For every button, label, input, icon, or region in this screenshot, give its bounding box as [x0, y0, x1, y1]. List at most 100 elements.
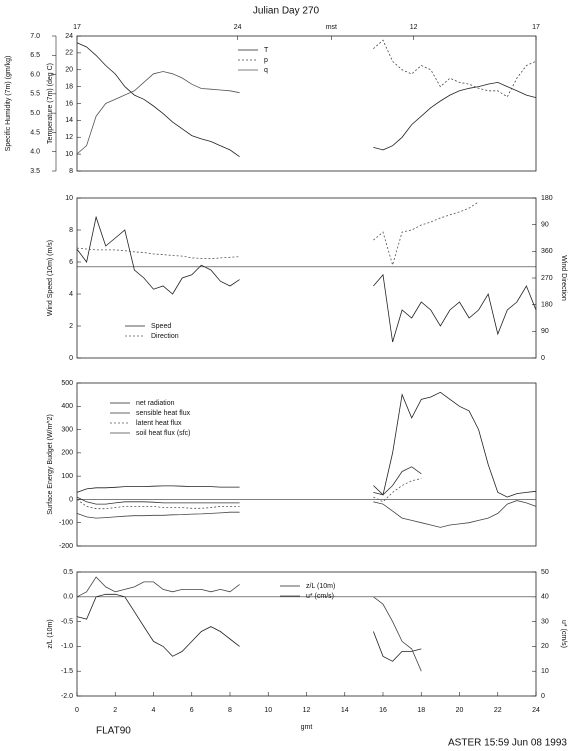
y2-tick-label: 40 — [541, 594, 549, 601]
y2-tick-label: 50 — [541, 569, 549, 576]
y2-tick-label: 3.5 — [30, 168, 40, 175]
y2-tick-label: 0 — [541, 355, 545, 362]
x-axis-label: gmt — [301, 724, 313, 731]
y-tick-label: 100 — [61, 473, 73, 480]
y-tick-label: 20 — [65, 67, 73, 74]
x-tick-label: 10 — [264, 707, 272, 714]
legend-label: T — [264, 47, 269, 54]
y-tick-label: -200 — [59, 543, 73, 550]
y2-tick-label: 5.5 — [30, 91, 40, 98]
legend-label: z/L (10m) — [306, 583, 335, 590]
series-line — [76, 478, 422, 510]
y-tick-label: -2.0 — [61, 693, 73, 700]
legend-label: Speed — [151, 323, 171, 330]
plot-frame — [76, 571, 537, 697]
series-line — [76, 500, 537, 528]
y2-axis-label: u* (cm/s) — [560, 620, 567, 648]
y-tick-label: 12 — [65, 134, 73, 141]
series-line — [76, 201, 479, 267]
legend-label: q — [264, 67, 268, 74]
legend-label: soil heat flux (sfc) — [136, 430, 190, 437]
y-tick-label: 500 — [61, 380, 73, 387]
x-tick-label: 22 — [494, 707, 502, 714]
x-tick-label: 14 — [341, 707, 349, 714]
chart-title: Julian Day 270 — [253, 6, 320, 17]
y-tick-label: -1.5 — [61, 668, 73, 675]
y2-tick-label: 6.5 — [30, 52, 40, 59]
y-tick-label: 22 — [65, 50, 73, 57]
footer-right: ASTER 15:59 Jun 08 1993 — [448, 738, 567, 749]
series-line — [76, 215, 537, 343]
y2-tick-label: 180 — [541, 302, 553, 309]
y2-tick-label: 4.0 — [30, 149, 40, 156]
series-line — [76, 466, 422, 505]
top-tick-label: mst — [326, 24, 337, 31]
y2-tick-label: 30 — [541, 618, 549, 625]
top-tick-label: 12 — [410, 24, 418, 31]
series-line — [76, 576, 422, 672]
y-tick-label: 0 — [69, 496, 73, 503]
y-tick-label: 16 — [65, 100, 73, 107]
x-tick-label: 12 — [303, 707, 311, 714]
y2-axis-label: Specific Humidity (7m) (gm/kg) — [5, 56, 12, 152]
y-tick-label: 8 — [69, 168, 73, 175]
y-axis-label: Surface Energy Budget (W/m^2) — [47, 414, 54, 515]
series-line — [76, 593, 422, 662]
legend-label: latent heat flux — [136, 420, 182, 427]
y-tick-label: 10 — [65, 195, 73, 202]
y-tick-label: -1.0 — [61, 643, 73, 650]
y2-tick-label: 180 — [541, 195, 553, 202]
y-tick-label: 4 — [69, 291, 73, 298]
x-tick-label: 8 — [228, 707, 232, 714]
y2-tick-label: 6.0 — [30, 71, 40, 78]
y2-tick-label: 90 — [541, 328, 549, 335]
x-tick-label: 18 — [417, 707, 425, 714]
series-line — [76, 391, 537, 498]
legend-label: sensible heat flux — [136, 410, 191, 417]
y2-axis-label: Wind Direction — [560, 255, 567, 301]
y-tick-label: -0.5 — [61, 618, 73, 625]
series-line — [76, 42, 537, 158]
x-tick-label: 16 — [379, 707, 387, 714]
y2-tick-label: 10 — [541, 668, 549, 675]
x-tick-label: 24 — [532, 707, 540, 714]
footer-left: FLAT90 — [96, 726, 131, 737]
y2-tick-label: 360 — [541, 248, 553, 255]
y2-tick-label: 270 — [541, 275, 553, 282]
plot-frame — [76, 197, 537, 359]
top-tick-label: 24 — [234, 24, 242, 31]
y2-tick-label: 4.5 — [30, 129, 40, 136]
y-tick-label: 200 — [61, 450, 73, 457]
top-tick-label: 17 — [73, 24, 81, 31]
series-line — [76, 71, 240, 155]
y-tick-label: 2 — [69, 323, 73, 330]
y-axis-label: Temperature (7m) (deg C) — [47, 63, 54, 144]
y-axis-label: z/L (10m) — [47, 619, 54, 648]
y-tick-label: 8 — [69, 227, 73, 234]
y-tick-label: 10 — [65, 151, 73, 158]
x-tick-label: 4 — [152, 707, 156, 714]
y-tick-label: 300 — [61, 426, 73, 433]
legend-label: u* (cm/s) — [306, 593, 334, 600]
plot-frame — [76, 382, 537, 547]
y-tick-label: 0.0 — [63, 594, 73, 601]
series-line — [373, 39, 537, 98]
y-tick-label: 18 — [65, 83, 73, 90]
y-tick-label: 14 — [65, 117, 73, 124]
y-tick-label: -100 — [59, 520, 73, 527]
y2-tick-label: 20 — [541, 643, 549, 650]
y-tick-label: 400 — [61, 403, 73, 410]
y2-tick-label: 7.0 — [30, 33, 40, 40]
y-axis-label: Wind Speed (10m) (m/s) — [47, 240, 54, 316]
y2-tick-label: 5.0 — [30, 110, 40, 117]
x-tick-label: 20 — [456, 707, 464, 714]
legend-label: net radiation — [136, 400, 175, 407]
legend-label: p — [264, 57, 268, 64]
y2-tick-label: 90 — [541, 222, 549, 229]
y-tick-label: 24 — [65, 33, 73, 40]
legend-label: Direction — [151, 333, 179, 340]
x-tick-label: 6 — [190, 707, 194, 714]
y-tick-label: 0.5 — [63, 569, 73, 576]
plot-frame — [76, 35, 537, 172]
